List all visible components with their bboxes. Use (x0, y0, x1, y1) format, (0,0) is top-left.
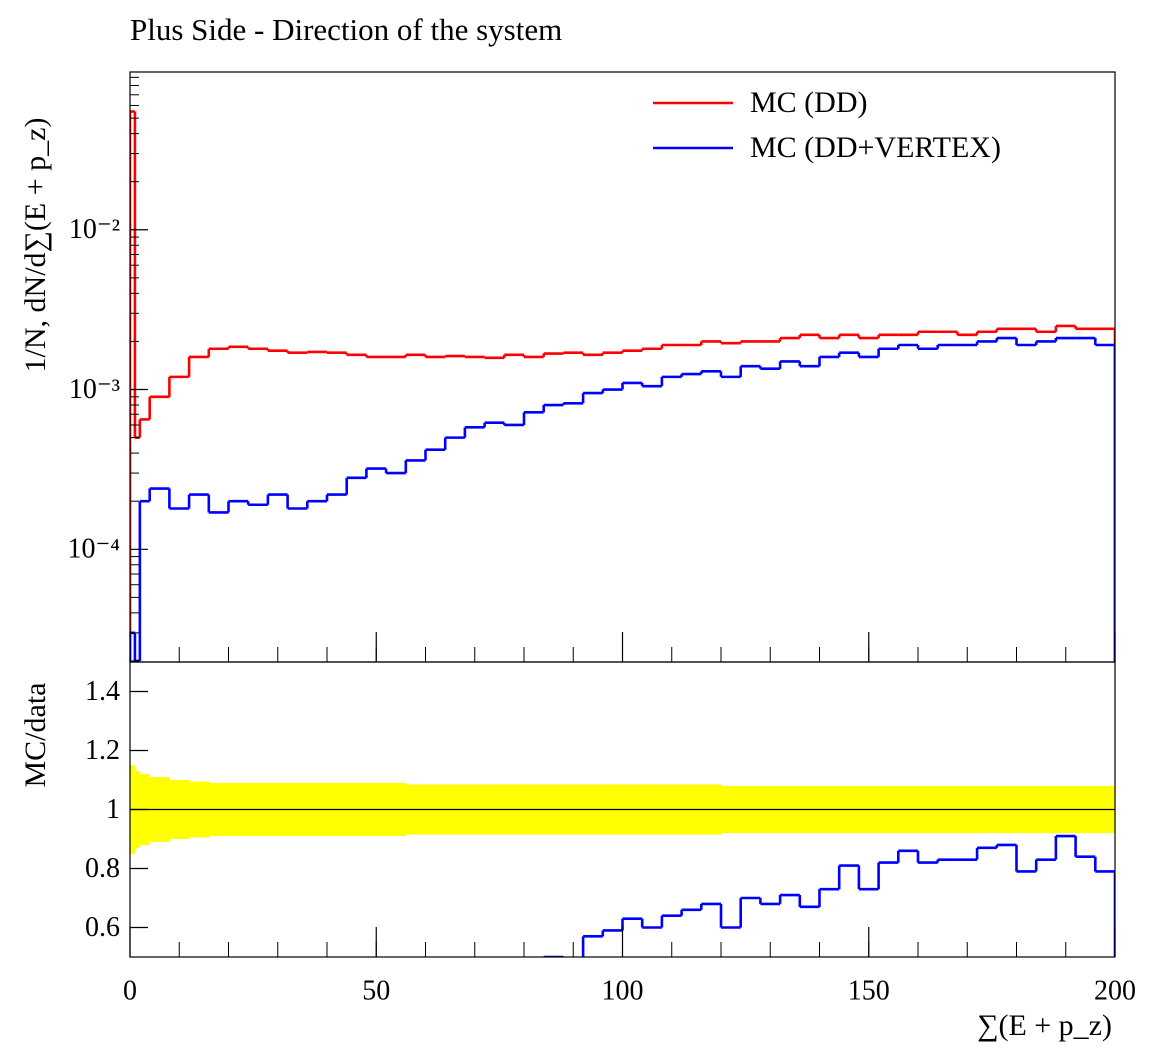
ratio-plot (130, 765, 1115, 957)
y-tick-label: 1.4 (85, 676, 120, 707)
y-tick-label: 10⁻³ (69, 374, 120, 405)
x-tick-label: 50 (362, 975, 390, 1006)
y-axis-label: 1/N, dN/d∑(E + p_z) (19, 118, 52, 373)
x-tick-label: 150 (848, 975, 890, 1006)
histogram-edges (130, 338, 1115, 662)
chart-title: Plus Side - Direction of the system (130, 12, 562, 47)
histogram-edges (542, 836, 1115, 957)
x-axis-label: ∑(E + p_z) (977, 1009, 1112, 1042)
legend-label: MC (DD+VERTEX) (750, 131, 1001, 164)
y-tick-label: 1.2 (85, 735, 120, 766)
y-tick-label: 1 (106, 794, 120, 825)
x-tick-label: 200 (1094, 975, 1136, 1006)
histogram-edges (130, 111, 1115, 662)
y-tick-label: 10⁻² (69, 214, 120, 245)
y-axis-label: MC/data (19, 683, 52, 788)
legend-label: MC (DD) (750, 86, 868, 119)
x-tick-label: 100 (602, 975, 644, 1006)
top-plot (130, 110, 1115, 662)
y-tick-label: 10⁻⁴ (67, 534, 120, 565)
y-tick-label: 0.6 (85, 912, 120, 943)
x-tick-label: 0 (123, 975, 137, 1006)
y-tick-label: 0.8 (85, 853, 120, 884)
axes: 10⁻⁴ 10⁻³ 10⁻² 0.6 0.8 1 1.2 1.4 0 50 100 150 200 (67, 71, 1136, 1006)
